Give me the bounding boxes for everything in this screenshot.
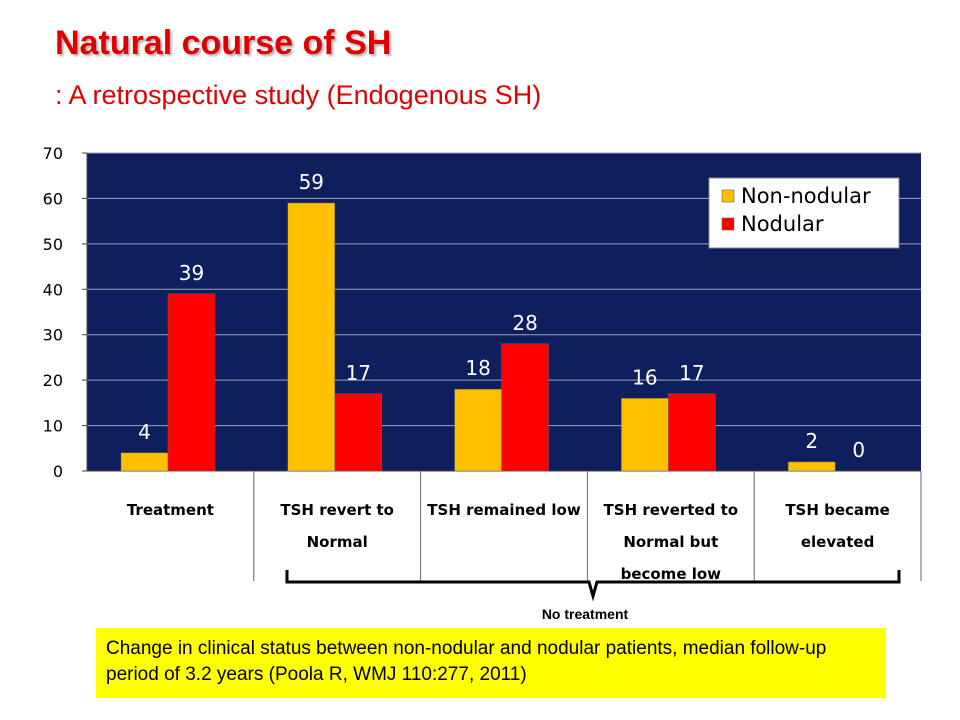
data-label: 0 xyxy=(852,438,865,462)
data-label: 28 xyxy=(512,311,537,335)
bar-non-nodular xyxy=(287,202,336,472)
legend-box xyxy=(708,177,900,249)
data-label: 4 xyxy=(138,420,151,444)
x-tick-label: TSH became xyxy=(785,501,890,519)
caption-box: Change in clinical status between non-no… xyxy=(96,628,886,698)
y-tick-label: 70 xyxy=(43,144,63,163)
y-tick-label: 10 xyxy=(43,417,63,436)
bar-non-nodular xyxy=(120,452,169,472)
page-subtitle: : A retrospective study (Endogenous SH) xyxy=(55,80,542,110)
data-label: 59 xyxy=(299,170,324,194)
legend-swatch xyxy=(721,217,735,231)
bar-nodular xyxy=(501,343,549,472)
bar-non-nodular xyxy=(454,388,502,472)
bar-nodular xyxy=(167,293,216,472)
x-tick-label: Treatment xyxy=(127,501,214,519)
y-tick-label: 30 xyxy=(43,326,63,345)
no-treatment-bracket xyxy=(285,570,901,602)
x-tick-label: become low xyxy=(621,565,722,583)
y-tick-label: 60 xyxy=(43,189,63,208)
bar-non-nodular xyxy=(787,461,836,472)
data-label: 18 xyxy=(465,356,490,380)
data-label: 17 xyxy=(679,361,704,385)
x-tick-label: TSH remained low xyxy=(427,501,581,519)
legend-swatch xyxy=(721,189,735,203)
bar-non-nodular xyxy=(621,398,669,472)
bar-nodular xyxy=(334,393,383,472)
x-tick-label: TSH reverted to xyxy=(604,501,739,519)
legend-label: Nodular xyxy=(741,212,824,236)
page-title: Natural course of SH xyxy=(55,24,392,62)
data-label: 2 xyxy=(805,429,818,453)
bar-nodular xyxy=(668,393,716,472)
x-tick-label: elevated xyxy=(801,533,874,551)
legend-label: Non-nodular xyxy=(741,184,871,208)
data-label: 39 xyxy=(179,261,204,285)
x-tick-label: TSH revert to xyxy=(280,501,394,519)
y-tick-label: 0 xyxy=(53,462,63,481)
y-tick-label: 40 xyxy=(43,280,63,299)
y-tick-label: 50 xyxy=(43,235,63,254)
data-label: 16 xyxy=(632,365,657,389)
data-label: 17 xyxy=(346,361,371,385)
y-tick-label: 20 xyxy=(43,371,63,390)
x-tick-label: Normal xyxy=(307,533,368,551)
x-tick-label: Normal but xyxy=(623,533,718,551)
no-treatment-label: No treatment xyxy=(541,606,629,622)
